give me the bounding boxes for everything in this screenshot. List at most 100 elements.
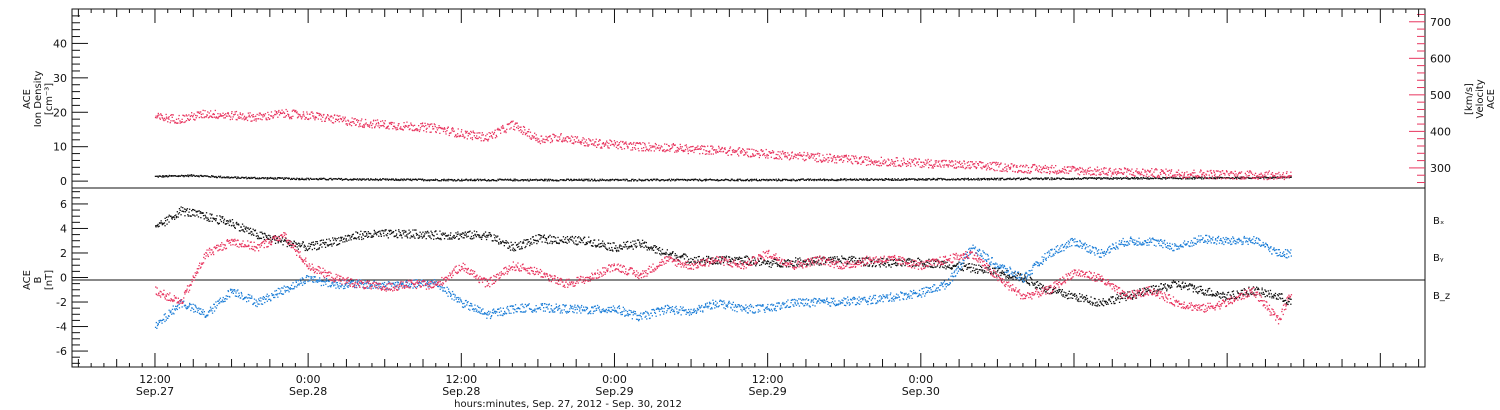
bx-point — [623, 241, 625, 244]
bx-point — [666, 253, 668, 255]
density-point — [1165, 178, 1167, 180]
density-point — [890, 178, 892, 180]
velocity-point — [676, 149, 679, 151]
bx-point — [395, 229, 397, 232]
velocity-point — [371, 124, 373, 127]
bx-point — [577, 243, 579, 245]
density-point — [1224, 177, 1226, 179]
velocity-point — [725, 152, 727, 154]
velocity-point — [249, 116, 251, 118]
bx-point — [223, 218, 226, 220]
velocity-point — [1282, 172, 1284, 174]
bx-point — [253, 234, 255, 236]
density-point — [271, 177, 273, 179]
velocity-point — [789, 158, 791, 160]
density-point — [925, 178, 927, 180]
bx-point — [323, 242, 325, 244]
velocity-point — [521, 130, 523, 132]
density-point — [312, 178, 314, 180]
velocity-point — [737, 148, 739, 150]
velocity-point — [545, 135, 547, 138]
velocity-point — [400, 126, 402, 128]
density-point — [690, 178, 693, 181]
velocity-point — [1051, 164, 1053, 167]
velocity-point — [911, 159, 913, 161]
bx-point — [594, 239, 596, 241]
velocity-point — [637, 147, 639, 150]
velocity-point — [1029, 172, 1031, 174]
density-point — [751, 178, 753, 180]
velocity-point — [705, 150, 707, 152]
velocity-point — [853, 156, 855, 158]
bx-point — [183, 208, 186, 210]
bx-point — [302, 241, 304, 244]
velocity-point — [652, 146, 654, 148]
density-point — [325, 178, 327, 181]
density-point — [1000, 177, 1002, 180]
velocity-point — [170, 120, 172, 122]
bx-point — [420, 235, 422, 237]
velocity-point — [1136, 168, 1138, 170]
density-point — [413, 178, 415, 181]
velocity-point — [570, 135, 573, 137]
velocity-point — [690, 150, 692, 152]
velocity-point — [264, 113, 267, 115]
velocity-point — [1037, 169, 1039, 171]
density-point — [888, 179, 890, 181]
bx-point — [233, 225, 235, 227]
density-point — [610, 179, 612, 181]
density-point — [705, 178, 707, 180]
bx-point — [396, 233, 398, 235]
density-point — [449, 179, 451, 181]
velocity-point — [873, 163, 875, 166]
velocity-point — [1289, 175, 1291, 177]
density-point — [639, 179, 641, 181]
bx-point — [591, 245, 593, 247]
velocity-point — [926, 160, 928, 162]
density-point — [309, 177, 312, 179]
density-point — [1214, 178, 1217, 180]
bx-point — [654, 245, 656, 247]
bx-point — [388, 230, 391, 233]
bx-point — [308, 242, 310, 245]
velocity-point — [1157, 174, 1159, 176]
density-point — [1081, 177, 1084, 180]
bx-point — [248, 232, 250, 235]
velocity-point — [845, 155, 847, 158]
bx-point — [301, 243, 303, 245]
density-point — [981, 178, 984, 180]
bx-point — [203, 218, 205, 220]
bx-point — [562, 241, 564, 243]
density-point — [884, 179, 886, 181]
velocity-point — [685, 144, 687, 146]
velocity-point — [954, 166, 956, 169]
density-point — [655, 179, 657, 182]
velocity-point — [682, 150, 684, 153]
velocity-point — [350, 121, 352, 123]
density-point — [1191, 177, 1193, 179]
bx-point — [547, 236, 549, 239]
velocity-point — [672, 143, 674, 145]
velocity-point — [1254, 177, 1256, 179]
velocity-point — [325, 117, 327, 119]
density-point — [731, 178, 733, 180]
bx-point — [249, 232, 251, 234]
velocity-point — [358, 126, 360, 128]
bx-point — [170, 215, 172, 218]
velocity-point — [364, 123, 366, 125]
bx-point — [430, 237, 432, 240]
velocity-point — [267, 117, 269, 119]
bx-point — [349, 235, 351, 237]
density-point — [993, 177, 996, 179]
velocity-point — [939, 165, 941, 167]
velocity-point — [854, 160, 856, 163]
density-point — [318, 177, 321, 180]
bx-point — [407, 233, 409, 235]
density-point — [641, 179, 644, 181]
velocity-point — [504, 130, 506, 132]
velocity-point — [1240, 171, 1243, 173]
density-point — [359, 178, 361, 180]
velocity-point — [925, 162, 928, 164]
bx-point — [620, 248, 622, 250]
velocity-point — [1282, 174, 1284, 176]
